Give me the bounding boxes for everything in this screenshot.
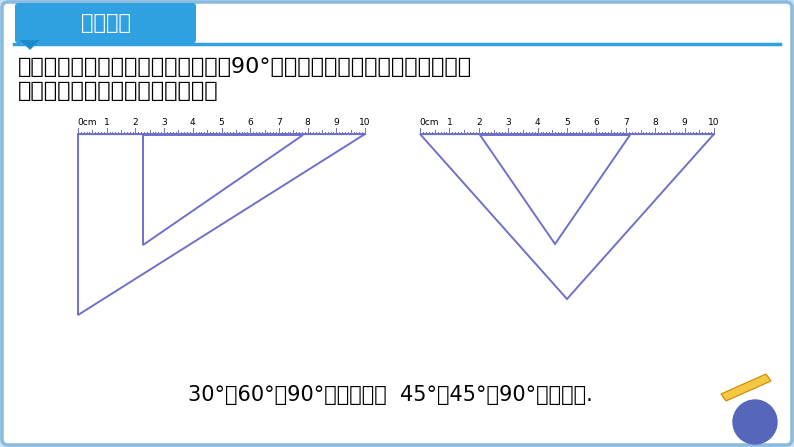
Text: 7: 7 bbox=[276, 118, 282, 127]
Text: 5: 5 bbox=[218, 118, 225, 127]
Text: 8: 8 bbox=[305, 118, 310, 127]
Text: 10: 10 bbox=[359, 118, 371, 127]
Polygon shape bbox=[20, 40, 40, 50]
Text: 呢？这两个锐角之间有什么关系？: 呢？这两个锐角之间有什么关系？ bbox=[18, 81, 218, 101]
Text: 2: 2 bbox=[476, 118, 482, 127]
Text: 1: 1 bbox=[104, 118, 110, 127]
Text: 自学导航: 自学导航 bbox=[80, 13, 130, 33]
Text: 5: 5 bbox=[564, 118, 570, 127]
Text: 3: 3 bbox=[505, 118, 511, 127]
Text: 0cm: 0cm bbox=[419, 118, 438, 127]
Circle shape bbox=[733, 400, 777, 444]
Text: 8: 8 bbox=[653, 118, 658, 127]
Text: 3: 3 bbox=[161, 118, 167, 127]
FancyBboxPatch shape bbox=[15, 3, 196, 43]
Text: 4: 4 bbox=[535, 118, 541, 127]
Text: 1: 1 bbox=[446, 118, 453, 127]
Text: 9: 9 bbox=[333, 118, 339, 127]
Polygon shape bbox=[721, 374, 771, 401]
Text: 30°＋60°＝90°（互余），  45°＋45°＝90°（互余）.: 30°＋60°＝90°（互余）， 45°＋45°＝90°（互余）. bbox=[187, 385, 592, 405]
Text: 9: 9 bbox=[682, 118, 688, 127]
Text: 6: 6 bbox=[594, 118, 599, 127]
Text: 4: 4 bbox=[190, 118, 195, 127]
Text: 7: 7 bbox=[623, 118, 629, 127]
Text: 在一副三角板中，每块都有一个角是90°，那么另外两个锐角之和是多少度: 在一副三角板中，每块都有一个角是90°，那么另外两个锐角之和是多少度 bbox=[18, 57, 472, 77]
Text: 10: 10 bbox=[708, 118, 719, 127]
Text: 6: 6 bbox=[247, 118, 253, 127]
Text: 0cm: 0cm bbox=[77, 118, 97, 127]
Text: 2: 2 bbox=[133, 118, 138, 127]
